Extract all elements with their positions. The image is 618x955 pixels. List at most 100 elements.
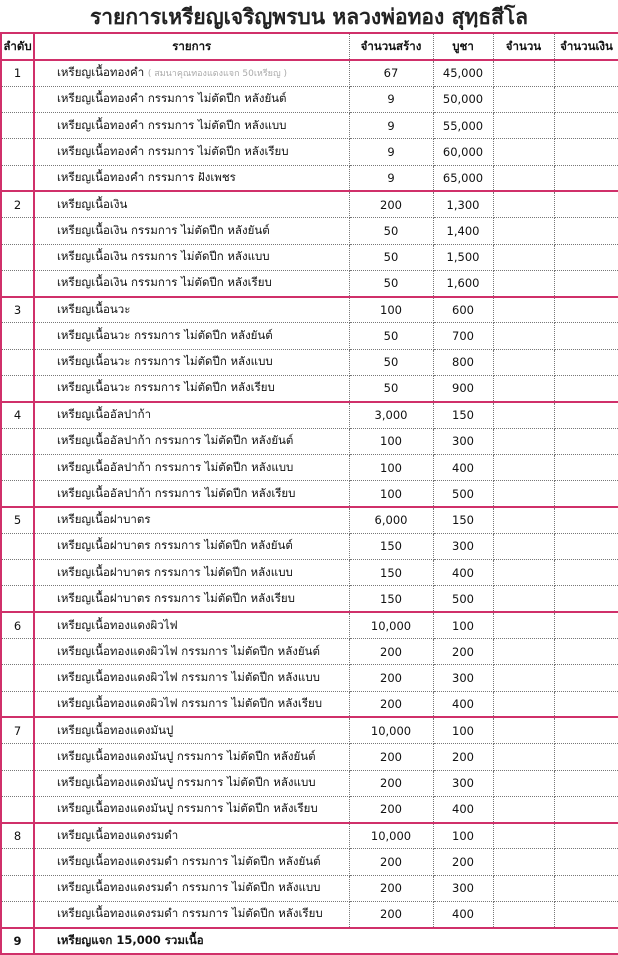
table-row: เหรียญเนื้ออัลปาก้า กรรมการ ไม่ตัดปีก หล…	[0, 428, 618, 455]
price: 50,000	[433, 86, 494, 114]
price: 200	[433, 743, 494, 771]
header-no: ลำดับ	[0, 34, 35, 61]
quantity-cell	[493, 821, 555, 850]
price: 400	[433, 691, 494, 718]
produced-count: 50	[349, 375, 434, 403]
quantity-cell	[493, 112, 555, 140]
table-row: เหรียญเนื้ออัลปาก้า กรรมการ ไม่ตัดปีก หล…	[0, 454, 618, 482]
price: 300	[433, 533, 494, 561]
price: 1,500	[433, 244, 494, 271]
price: 60,000	[433, 138, 494, 166]
price: 45,000	[433, 60, 494, 87]
amount-cell	[554, 428, 618, 455]
amount-cell	[554, 875, 618, 903]
item-name: เหรียญเนื้อนวะ กรรมการ ไม่ตัดปีก หลังแบบ	[34, 349, 350, 377]
quantity-cell	[493, 480, 555, 508]
amount-cell	[554, 585, 618, 613]
amount-cell	[554, 322, 618, 350]
produced-count: 200	[349, 664, 434, 692]
medal-table: ลำดับ รายการ จำนวนสร้าง บูชา จำนวน จำนวน…	[0, 34, 618, 955]
quantity-cell	[493, 533, 555, 561]
item-name-text: เหรียญเนื้อทองแดงรมดำ	[57, 828, 179, 842]
row-number	[0, 901, 35, 929]
quantity-cell	[493, 796, 555, 824]
item-name: เหรียญเนื้อทองคำ กรรมการ ไม่ตัดปีก หลังแ…	[34, 112, 350, 140]
price: 150	[433, 400, 494, 429]
item-name: เหรียญเนื้อนวะ กรรมการ ไม่ตัดปีก หลังเรี…	[34, 375, 350, 403]
quantity-cell	[493, 454, 555, 482]
item-name: เหรียญเนื้อทองแดงรมดำ	[34, 821, 350, 850]
item-name: เหรียญเนื้อทองแดงรมดำ กรรมการ ไม่ตัดปีก …	[34, 875, 350, 903]
produced-count: 50	[349, 217, 434, 245]
price: 400	[433, 454, 494, 482]
item-name-text: เหรียญเนื้อทองแดงมันปู กรรมการ ไม่ตัดปีก…	[57, 775, 316, 790]
item-name-text: เหรียญเนื้อทองแดงผิวไฟ กรรมการ ไม่ตัดปีก…	[57, 696, 323, 711]
amount-cell	[554, 295, 618, 324]
produced-count: 200	[349, 190, 434, 219]
item-name-text: เหรียญเนื้ออัลปาก้า	[57, 407, 152, 422]
price: 400	[433, 901, 494, 929]
quantity-cell	[493, 559, 555, 587]
price: 300	[433, 664, 494, 692]
item-name-text: เหรียญเนื้อเงิน กรรมการ ไม่ตัดปีก หลังยั…	[57, 222, 270, 237]
amount-cell	[554, 270, 618, 298]
item-name: เหรียญเนื้อนวะ กรรมการ ไม่ตัดปีก หลังยัน…	[34, 322, 350, 350]
item-name-text: เหรียญเนื้อนวะ กรรมการ ไม่ตัดปีก หลังเรี…	[57, 380, 275, 395]
produced-count: 150	[349, 533, 434, 561]
item-name: เหรียญเนื้อฝาบาตร กรรมการ ไม่ตัดปีก หลัง…	[34, 585, 350, 613]
table-row: เหรียญเนื้อทองแดงรมดำ กรรมการ ไม่ตัดปีก …	[0, 848, 618, 876]
item-name: เหรียญเนื้อทองแดงรมดำ กรรมการ ไม่ตัดปีก …	[34, 848, 350, 876]
row-number	[0, 796, 35, 824]
row-number: 8	[0, 821, 35, 850]
table-row: เหรียญเนื้ออัลปาก้า กรรมการ ไม่ตัดปีก หล…	[0, 480, 618, 508]
row-number	[0, 638, 35, 666]
page-title: รายการเหรียญเจริญพรบน หลวงพ่อทอง สุทฺธสี…	[0, 0, 618, 34]
price: 300	[433, 770, 494, 797]
header-item: รายการ	[34, 34, 350, 61]
produced-count: 50	[349, 322, 434, 350]
amount-cell	[554, 848, 618, 876]
amount-cell	[554, 375, 618, 403]
price: 400	[433, 559, 494, 587]
table-row: เหรียญเนื้อนวะ กรรมการ ไม่ตัดปีก หลังเรี…	[0, 375, 618, 403]
row-number	[0, 585, 35, 613]
produced-count: 150	[349, 585, 434, 613]
row-number	[0, 559, 35, 587]
table-row: 7 เหรียญเนื้อทองแดงมันปู 10,000 100	[0, 716, 618, 745]
amount-cell	[554, 691, 618, 718]
quantity-cell	[493, 611, 555, 640]
quantity-cell	[493, 691, 555, 718]
item-note: ( สมนาคุณทองแดงแจก 50เหรียญ )	[147, 69, 287, 80]
amount-cell	[554, 400, 618, 429]
produced-count: 9	[349, 165, 434, 192]
price: 600	[433, 295, 494, 324]
amount-cell	[554, 454, 618, 482]
item-name-text: เหรียญเนื้อทองคำ กรรมการ ไม่ตัดปีก หลังแ…	[57, 117, 287, 132]
row-number	[0, 270, 35, 298]
produced-count: 50	[349, 349, 434, 377]
item-name: เหรียญเนื้อเงิน กรรมการ ไม่ตัดปีก หลังแบ…	[34, 244, 350, 271]
table-row: 4 เหรียญเนื้ออัลปาก้า 3,000 150	[0, 400, 618, 429]
price: 65,000	[433, 165, 494, 192]
quantity-cell	[493, 295, 555, 324]
table-row: 1 เหรียญเนื้อทองคำ ( สมนาคุณทองแดงแจก 50เ…	[0, 60, 618, 87]
produced-count: 200	[349, 796, 434, 824]
row-number	[0, 165, 35, 192]
produced-count: 6,000	[349, 506, 434, 534]
quantity-cell	[493, 664, 555, 692]
quantity-cell	[493, 848, 555, 876]
produced-count: 200	[349, 638, 434, 666]
price: 300	[433, 875, 494, 903]
item-name-text: เหรียญเนื้อนวะ กรรมการ ไม่ตัดปีก หลังแบบ	[57, 354, 273, 369]
amount-cell	[554, 217, 618, 245]
item-name-text: เหรียญเนื้อฝาบาตร กรรมการ ไม่ตัดปีก หลัง…	[57, 590, 295, 605]
price: 400	[433, 796, 494, 824]
item-name: เหรียญเนื้ออัลปาก้า กรรมการ ไม่ตัดปีก หล…	[34, 428, 350, 455]
row-number	[0, 770, 35, 797]
item-name: เหรียญเนื้อฝาบาตร กรรมการ ไม่ตัดปีก หลัง…	[34, 533, 350, 561]
table-row: เหรียญเนื้อฝาบาตร กรรมการ ไม่ตัดปีก หลัง…	[0, 585, 618, 613]
table-row: เหรียญเนื้อทองแดงผิวไฟ กรรมการ ไม่ตัดปีก…	[0, 638, 618, 666]
table-row: เหรียญเนื้อทองแดงรมดำ กรรมการ ไม่ตัดปีก …	[0, 875, 618, 903]
quantity-cell	[493, 506, 555, 534]
amount-cell	[554, 349, 618, 377]
